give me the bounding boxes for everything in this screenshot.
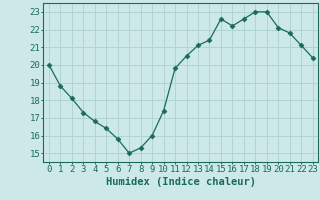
X-axis label: Humidex (Indice chaleur): Humidex (Indice chaleur) bbox=[106, 177, 256, 187]
